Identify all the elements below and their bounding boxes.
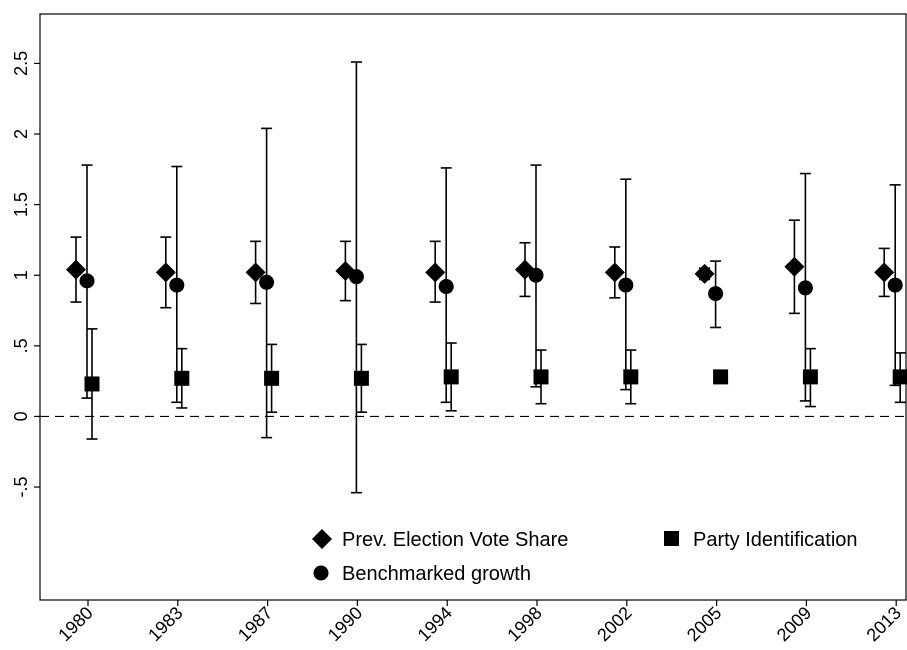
legend-label-party-id: Party Identification	[693, 529, 858, 551]
marker-benchmarked-growth	[797, 280, 813, 296]
marker-party-id	[174, 370, 190, 386]
y-tick-label: -.5	[11, 477, 31, 498]
marker-benchmarked-growth	[438, 279, 454, 295]
y-tick-label: 1	[11, 270, 31, 280]
marker-party-id	[802, 369, 818, 385]
y-tick-label: 2.5	[11, 51, 31, 76]
marker-vote-share	[784, 256, 805, 277]
y-tick-label: 1.5	[11, 192, 31, 217]
plot-border	[39, 13, 907, 601]
marker-benchmarked-growth	[348, 269, 364, 285]
marker-party-id	[84, 376, 100, 392]
marker-benchmarked-growth	[528, 267, 544, 283]
marker-party-id	[353, 370, 369, 386]
plot-frame	[39, 13, 907, 601]
marker-party-id	[443, 369, 459, 385]
legend-label-vote-share: Prev. Election Vote Share	[342, 529, 568, 551]
markers	[66, 256, 907, 392]
marker-benchmarked-growth	[169, 277, 185, 293]
marker-benchmarked-growth	[708, 286, 724, 302]
y-axis: -.5 0 .5 1 1.5 2 2.5	[11, 51, 40, 498]
marker-vote-share	[874, 262, 895, 283]
marker-party-id	[892, 369, 907, 385]
marker-party-id	[713, 369, 729, 385]
marker-vote-share	[66, 259, 86, 280]
marker-benchmarked-growth	[79, 273, 95, 289]
marker-vote-share	[425, 262, 446, 283]
legend-diamond-marker	[312, 529, 332, 549]
marker-vote-share	[694, 263, 715, 284]
marker-vote-share	[245, 262, 266, 283]
y-tick-label: 0	[11, 411, 31, 421]
marker-party-id	[533, 369, 549, 385]
marker-benchmarked-growth	[259, 274, 275, 290]
legend-label-benchmarked-growth: Benchmarked growth	[342, 563, 531, 585]
legend-square-marker	[664, 531, 679, 546]
marker-benchmarked-growth	[887, 277, 903, 293]
y-tick-label: 2	[11, 129, 31, 139]
y-tick-label: .5	[11, 338, 31, 353]
legend: Prev. Election Vote Share Party Identifi…	[312, 529, 858, 585]
marker-vote-share	[155, 262, 176, 283]
marker-vote-share	[604, 262, 625, 283]
legend-circle-marker	[313, 565, 329, 581]
marker-benchmarked-growth	[618, 277, 634, 293]
marker-party-id	[623, 369, 639, 385]
marker-party-id	[264, 370, 280, 386]
